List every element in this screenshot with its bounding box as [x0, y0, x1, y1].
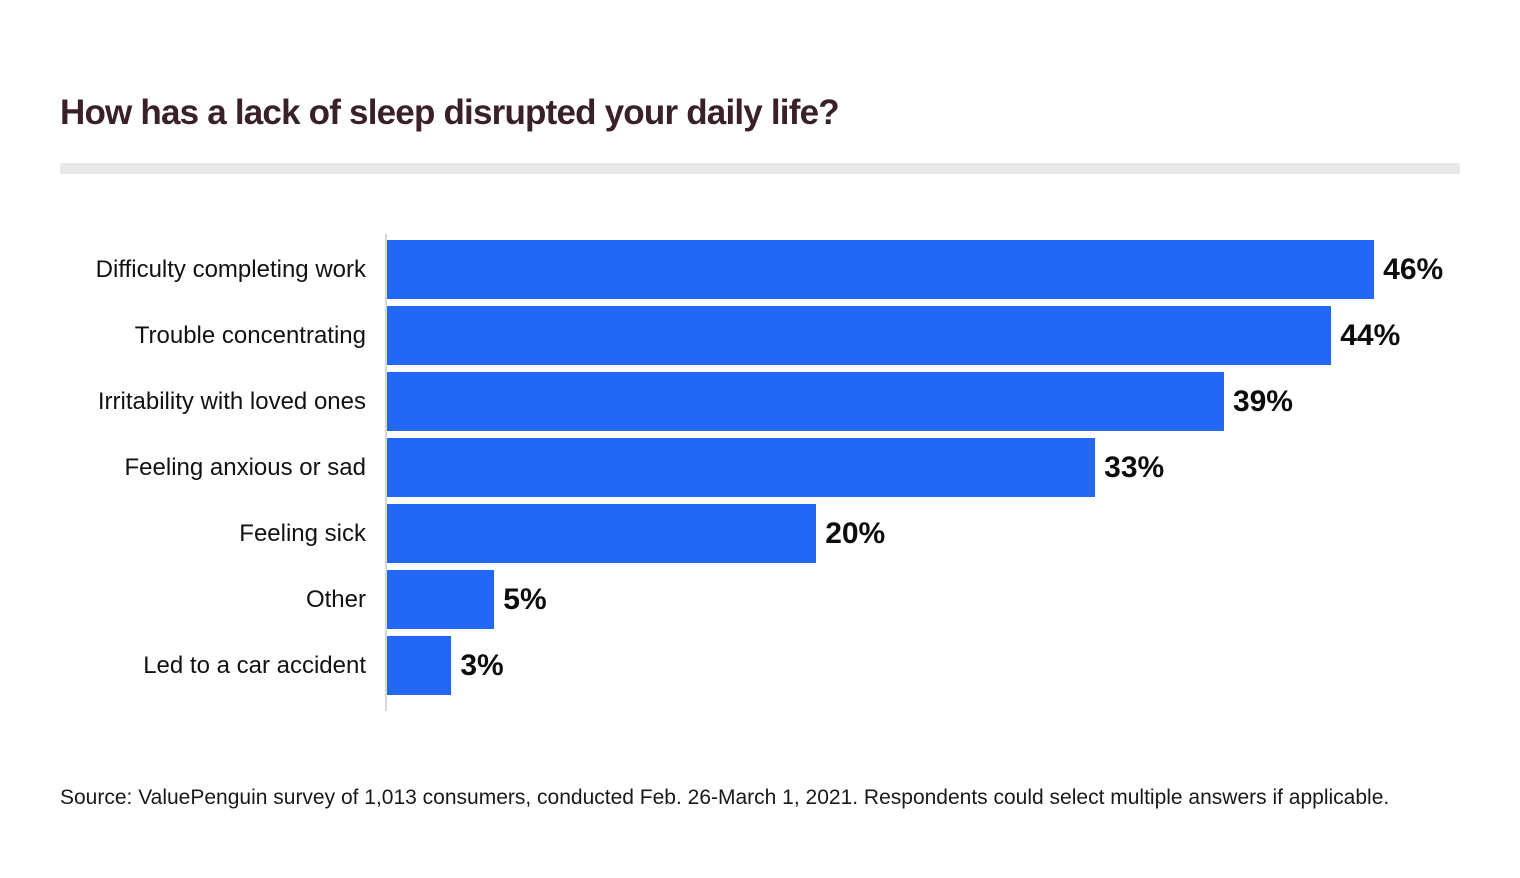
category-label-text: Irritability with loved ones [97, 387, 366, 415]
category-label: Other [60, 570, 385, 629]
bar-track: 3% [385, 636, 1460, 695]
category-label: Feeling sick [60, 504, 385, 563]
category-label: Led to a car accident [60, 636, 385, 695]
value-label: 33% [1104, 450, 1165, 484]
bar [387, 570, 495, 629]
value-label: 39% [1232, 384, 1293, 418]
source-note: Source: ValuePenguin survey of 1,013 con… [60, 786, 1390, 809]
category-label-text: Trouble concentrating [134, 321, 366, 349]
category-label-text: Difficulty completing work [95, 255, 366, 283]
bar [387, 504, 817, 563]
chart-title: How has a lack of sleep disrupted your d… [60, 93, 840, 132]
value-label: 44% [1340, 318, 1401, 352]
bar-track: 46% [385, 240, 1460, 299]
value-label: 5% [503, 582, 547, 616]
category-label: Feeling anxious or sad [60, 438, 385, 497]
bar [387, 438, 1096, 497]
y-axis-line [385, 234, 387, 711]
chart-row: Other 5% [60, 570, 1460, 629]
title-divider [60, 163, 1460, 174]
bar-chart: Difficulty completing work 46% Trouble con… [60, 234, 1460, 711]
chart-row: Trouble concentrating 44% [60, 306, 1460, 365]
bar [387, 306, 1332, 365]
category-label-text: Feeling anxious or sad [124, 453, 366, 481]
category-label-text: Other [305, 585, 366, 613]
category-label: Trouble concentrating [60, 306, 385, 365]
chart-row: Feeling anxious or sad 33% [60, 438, 1460, 497]
chart-row: Feeling sick 20% [60, 504, 1460, 563]
category-label-text: Led to a car accident [143, 651, 366, 679]
value-label: 20% [825, 516, 886, 550]
chart-row: Led to a car accident 3% [60, 636, 1460, 695]
bar-track: 33% [385, 438, 1460, 497]
bar-track: 20% [385, 504, 1460, 563]
bar-track: 39% [385, 372, 1460, 431]
chart-row: Difficulty completing work 46% [60, 240, 1460, 299]
value-label: 46% [1383, 252, 1444, 286]
value-label: 3% [460, 648, 504, 682]
bar [387, 240, 1375, 299]
bar-track: 5% [385, 570, 1460, 629]
bar [387, 636, 452, 695]
bar-track: 44% [385, 306, 1460, 365]
chart-rows: Difficulty completing work 46% Trouble con… [60, 240, 1460, 695]
chart-row: Irritability with loved ones 39% [60, 372, 1460, 431]
category-label: Irritability with loved ones [60, 372, 385, 431]
category-label: Difficulty completing work [60, 240, 385, 299]
category-label-text: Feeling sick [239, 519, 366, 547]
bar [387, 372, 1224, 431]
